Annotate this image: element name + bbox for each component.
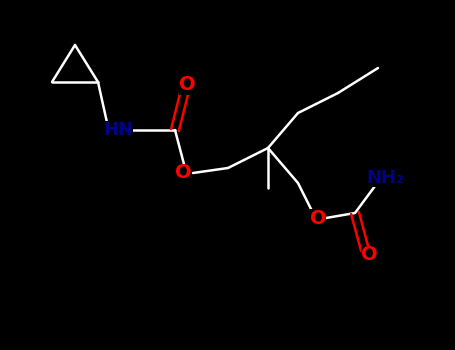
Text: O: O xyxy=(361,245,377,265)
Text: O: O xyxy=(310,209,326,228)
Text: NH₂: NH₂ xyxy=(366,169,404,187)
Text: HN: HN xyxy=(103,121,133,139)
Text: O: O xyxy=(175,163,191,182)
Text: O: O xyxy=(179,76,195,94)
